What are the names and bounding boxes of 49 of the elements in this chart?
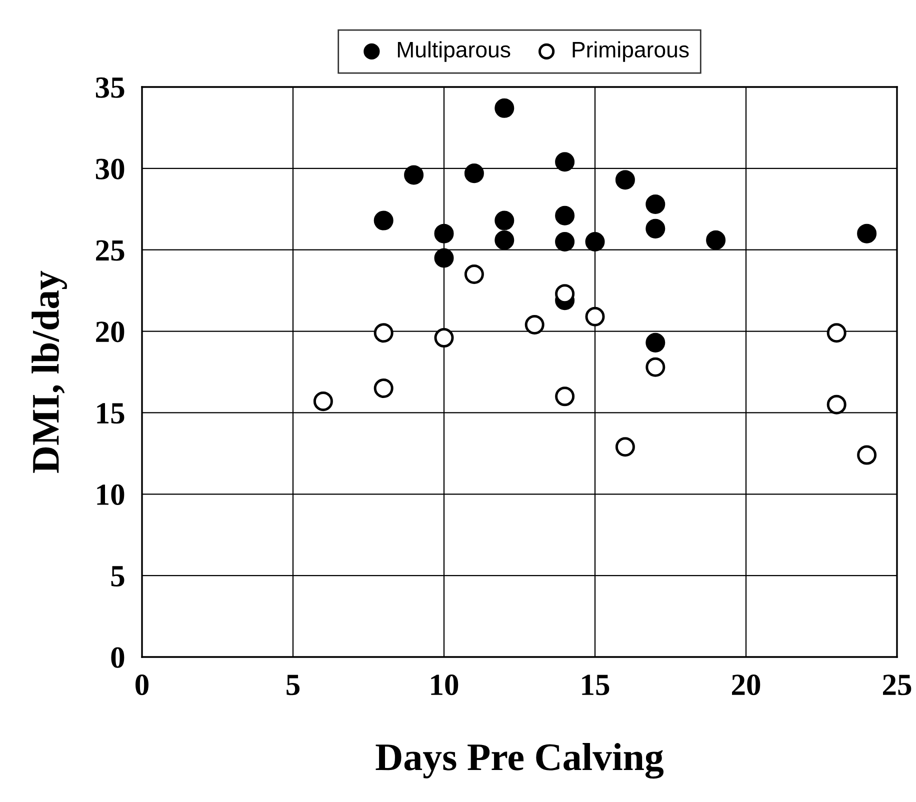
y-tick-label: 30: [96, 158, 124, 180]
point: [404, 165, 424, 185]
point: [585, 306, 605, 326]
point: [615, 170, 635, 190]
y-tick-label: 20: [96, 322, 124, 342]
x-tick-label: 15: [582, 674, 610, 696]
point: [706, 230, 726, 250]
x-tick-label: 10: [431, 674, 458, 696]
point: [464, 264, 484, 284]
legend-label: Primiparous: [572, 41, 689, 62]
point: [857, 224, 877, 244]
y-tick-label: 25: [96, 240, 124, 261]
point: [434, 248, 454, 268]
point: [615, 437, 635, 457]
point: [524, 315, 544, 335]
point: [374, 378, 394, 398]
x-tick-label: 20: [732, 674, 760, 696]
point: [434, 224, 454, 244]
point: [374, 323, 394, 343]
point: [646, 218, 666, 238]
x-tick-label: 5: [286, 674, 300, 696]
x-tick-label: 0: [136, 674, 148, 696]
point: [585, 232, 605, 252]
point: [374, 210, 394, 230]
point: [555, 386, 575, 406]
point: [857, 445, 877, 465]
x-tick-label: 25: [883, 674, 912, 696]
point: [826, 323, 846, 343]
legend-label: Multiparous: [398, 41, 510, 62]
point: [555, 152, 575, 172]
point: [646, 357, 666, 377]
x-axis-title: Days Pre Calving: [376, 743, 664, 779]
point: [555, 232, 575, 252]
point: [313, 392, 333, 412]
point: [494, 98, 514, 118]
point: [494, 230, 514, 250]
y-tick-label: 15: [97, 403, 124, 424]
y-axis-title: DMI, lb/day: [32, 270, 67, 473]
y-tick-label: 35: [96, 77, 124, 98]
point: [494, 210, 514, 230]
point: [646, 332, 666, 352]
y-tick-label: 5: [111, 566, 124, 586]
point: [434, 328, 454, 348]
point: [826, 394, 846, 414]
point: [555, 206, 575, 226]
y-tick-label: 0: [111, 647, 124, 668]
point: [464, 164, 484, 184]
point: [646, 194, 666, 214]
y-tick-label: 10: [97, 484, 124, 506]
